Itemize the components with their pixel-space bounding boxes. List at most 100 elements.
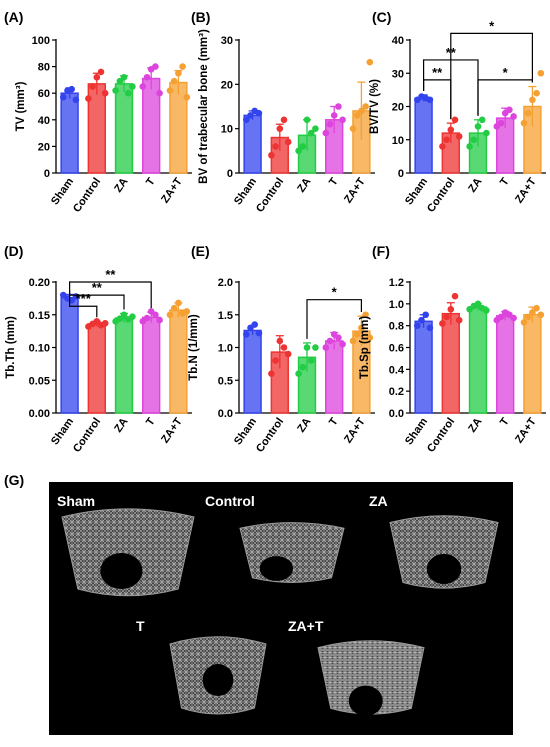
data-point [143,73,151,81]
y-tick-label: 40 [392,35,404,47]
y-tick-label: 1.0 [218,343,233,355]
x-tick-label: Control [254,416,286,455]
data-point [447,305,455,313]
y-tick-label: 1.0 [389,299,404,311]
significance-bracket [69,281,152,309]
data-point [353,112,361,119]
data-point [358,324,365,332]
data-point [280,344,288,351]
x-tick-label: Control [425,416,457,455]
data-point [101,89,109,97]
data-point [112,87,119,94]
data-point [272,357,279,364]
data-point [478,116,486,124]
data-point [243,116,250,124]
micro-ct-render-ZA+T [317,640,425,715]
data-point [129,313,136,321]
y-tick-label: 0.0 [389,408,404,420]
data-point [322,129,330,137]
data-point [322,344,330,351]
significance-label: * [489,18,495,33]
chart-panel-D: (D) 0.00 0.05 0.10 0.15 0.20 Tb.Th (mm) ShamCon… [4,243,192,455]
panel-label: (G) [4,472,24,488]
marrow-cavity [259,556,294,581]
x-tick-label: T [144,176,158,189]
data-point [470,136,478,144]
bar-Control [87,323,106,414]
data-point [284,350,292,358]
data-point [280,116,288,124]
data-point [451,116,459,124]
chart-panel-B: (B) 0 10 20 30 BV of trabecular bone (mm³) Sha… [191,9,375,215]
panel-label: (A) [4,9,23,25]
data-point [129,83,136,90]
x-tick-label: ZA [112,176,130,195]
data-point [68,85,75,93]
bar-ZA+T [523,314,542,414]
data-point [60,93,67,101]
data-point [85,95,92,102]
data-point [97,68,105,76]
data-point [524,109,532,117]
chart-panel-E: (E) 0.0 0.5 1.0 1.5 2.0 Tb.N (1/mm) ShamControl… [188,243,375,455]
x-tick-label: Sham [232,176,259,208]
significance-label: ** [432,65,443,80]
data-point [520,119,528,127]
bar-T [142,316,161,414]
data-point [510,113,517,120]
panel-label: (E) [191,243,210,259]
y-tick-label: 0.4 [389,364,405,376]
data-point [312,344,319,351]
bar-Sham [243,329,262,414]
x-tick-label: ZA [112,416,130,435]
bar-ZA [114,83,134,174]
data-point [295,370,302,378]
bar-ZA [468,306,488,414]
data-point [497,119,505,127]
data-point [443,136,450,144]
data-point [335,334,342,341]
data-point [349,125,357,132]
data-point [451,292,459,300]
data-point [156,89,163,97]
y-tick-label: 20 [38,141,50,153]
data-point [520,319,528,326]
bar-ZA+T [169,309,188,414]
data-point [251,321,258,328]
x-tick-label: ZA+T [513,176,539,206]
y-tick-label: 0.5 [218,375,233,387]
data-point [303,344,311,351]
bar-Sham [414,97,433,174]
y-tick-label: 10 [221,124,233,136]
micro-ct-label: T [136,618,145,634]
y-tick-label: 30 [221,35,233,47]
significance-bracket [306,299,362,339]
data-point [93,318,101,325]
data-point [247,112,254,119]
bar-Sham [414,320,433,414]
data-point [533,89,540,97]
x-tick-label: T [144,416,158,429]
data-point [497,313,505,321]
data-point [255,329,263,337]
data-point [124,89,132,97]
marrow-cavity [348,685,383,716]
significance-label: *** [76,291,92,306]
x-tick-label: ZA [295,176,313,195]
data-point [170,77,178,85]
x-tick-label: ZA+T [159,176,185,206]
y-tick-label: 20 [221,79,233,91]
data-point [366,58,374,66]
data-point [156,316,163,324]
data-point [455,133,463,140]
data-point [166,311,174,319]
x-tick-label: Sham [403,176,430,208]
data-point [506,106,513,114]
data-point [447,126,455,134]
significance-bracket [477,79,533,116]
bar-Sham [60,296,79,414]
data-point [339,340,346,348]
data-point [295,147,302,155]
